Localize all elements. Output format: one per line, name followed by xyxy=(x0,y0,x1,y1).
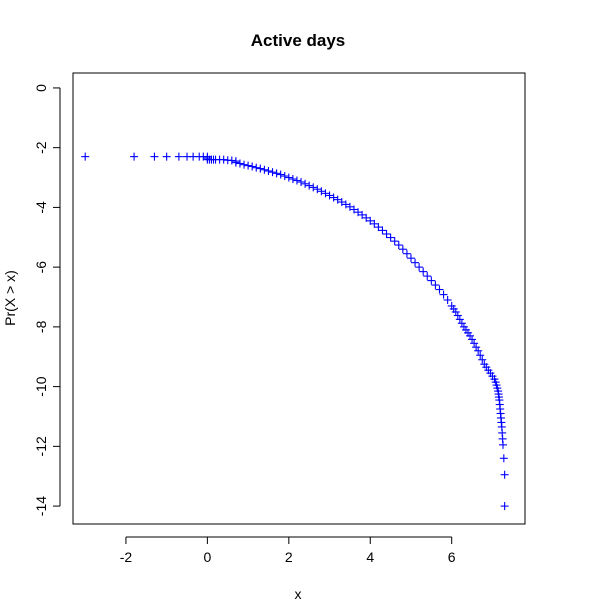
y-tick-label: -10 xyxy=(33,376,49,396)
data-point xyxy=(370,219,379,228)
data-point xyxy=(305,181,314,190)
data-point xyxy=(382,229,391,238)
data-point xyxy=(500,470,509,479)
data-point xyxy=(457,319,466,328)
y-axis-label: Pr(X > x) xyxy=(2,270,18,326)
data-point xyxy=(317,187,326,196)
data-point xyxy=(386,233,395,242)
y-tick-label: -2 xyxy=(33,141,49,154)
x-tick-label: 2 xyxy=(285,549,293,565)
data-point xyxy=(276,170,285,179)
y-tick-label: -14 xyxy=(33,496,49,516)
data-point xyxy=(240,160,249,169)
data-point xyxy=(333,195,342,204)
data-point xyxy=(297,178,306,187)
data-point xyxy=(499,454,508,463)
data-point xyxy=(398,245,407,254)
data-point xyxy=(235,159,244,168)
plot-frame xyxy=(72,72,526,525)
x-axis-label: x xyxy=(295,586,302,600)
data-point xyxy=(474,346,483,355)
data-point xyxy=(231,158,240,167)
data-point xyxy=(419,267,428,276)
data-point xyxy=(284,173,293,182)
data-point xyxy=(378,226,387,235)
data-point xyxy=(248,162,257,171)
data-point xyxy=(280,172,289,181)
data-point xyxy=(329,193,338,202)
data-point xyxy=(272,169,281,178)
x-tick-label: -2 xyxy=(120,549,133,565)
data-point xyxy=(337,198,346,207)
data-point xyxy=(453,311,462,320)
data-point xyxy=(130,152,139,161)
data-point xyxy=(309,183,318,192)
data-point xyxy=(470,339,479,348)
data-point xyxy=(244,161,253,170)
data-point xyxy=(468,335,477,344)
y-tick-label: -8 xyxy=(33,320,49,333)
data-point xyxy=(288,175,297,184)
data-point xyxy=(394,241,403,250)
y-tick-label: 0 xyxy=(33,84,49,92)
data-point xyxy=(268,168,277,177)
data-point xyxy=(162,152,171,161)
data-point xyxy=(345,202,354,211)
data-point xyxy=(252,163,261,172)
chart-title: Active days xyxy=(251,31,346,50)
data-point xyxy=(406,254,415,263)
data-point xyxy=(264,166,273,175)
x-tick-label: 0 xyxy=(203,549,211,565)
y-tick-label: -12 xyxy=(33,436,49,456)
y-tick-label: -6 xyxy=(33,261,49,274)
data-point xyxy=(256,164,265,173)
data-points xyxy=(81,152,509,511)
y-tick-label: -4 xyxy=(33,201,49,214)
data-point xyxy=(358,210,367,219)
data-point xyxy=(478,355,487,364)
data-point xyxy=(341,200,350,209)
data-point xyxy=(321,189,330,198)
data-point xyxy=(313,185,322,194)
data-point xyxy=(362,213,371,222)
data-point xyxy=(435,285,444,294)
data-point xyxy=(499,440,508,449)
data-point xyxy=(174,152,183,161)
data-point xyxy=(354,208,363,217)
data-point xyxy=(219,155,228,164)
data-point xyxy=(415,263,424,272)
data-point xyxy=(411,258,420,267)
x-tick-label: 6 xyxy=(448,549,456,565)
y-axis: 0 -2 -4 -6 -8 -10 -12 -14 xyxy=(33,84,61,516)
data-point xyxy=(500,502,509,511)
data-point xyxy=(472,343,481,352)
data-point xyxy=(402,249,411,258)
data-point xyxy=(427,276,436,285)
data-point xyxy=(466,331,475,340)
data-point xyxy=(292,176,301,185)
data-point xyxy=(260,165,269,174)
data-point xyxy=(227,156,236,165)
data-point xyxy=(476,351,485,360)
data-point xyxy=(366,216,375,225)
data-point xyxy=(443,295,452,304)
data-point xyxy=(301,179,310,188)
x-tick-label: 4 xyxy=(366,549,374,565)
data-point xyxy=(150,152,159,161)
data-point xyxy=(349,205,358,214)
data-point xyxy=(451,307,460,316)
data-point xyxy=(439,290,448,299)
data-point xyxy=(390,237,399,246)
data-point xyxy=(325,191,334,200)
data-point xyxy=(431,281,440,290)
data-point xyxy=(423,272,432,281)
data-point xyxy=(81,152,90,161)
data-point xyxy=(374,223,383,232)
data-point xyxy=(455,315,464,324)
x-axis: -2 0 2 4 6 xyxy=(120,536,456,565)
